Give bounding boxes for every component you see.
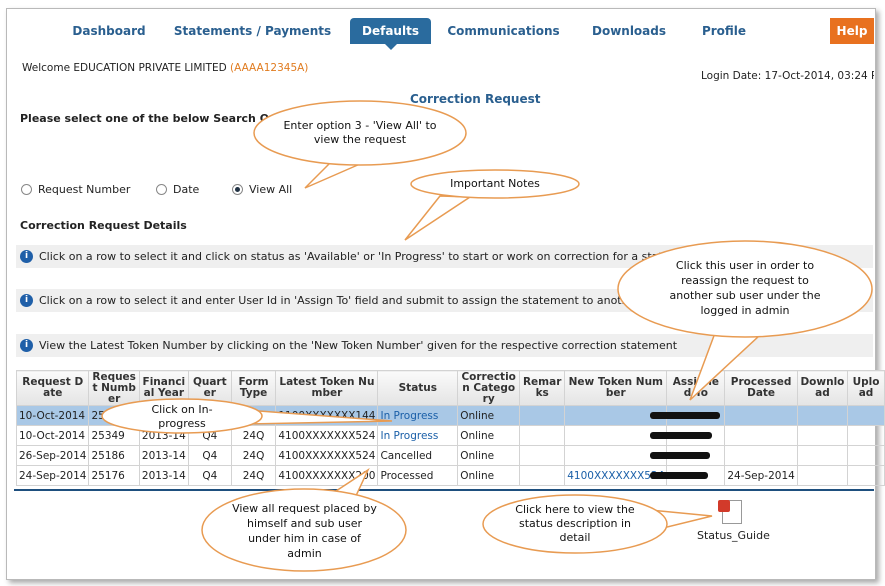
radio-checked[interactable] bbox=[232, 184, 243, 195]
callout bbox=[410, 169, 580, 199]
table-cell bbox=[519, 465, 566, 486]
table-cell: Online bbox=[457, 405, 521, 426]
table-cell: Cancelled bbox=[377, 445, 459, 466]
column-header: Request Number bbox=[88, 370, 140, 406]
page-title: Correction Request bbox=[410, 92, 541, 106]
callout bbox=[617, 240, 873, 338]
column-header: Remarks bbox=[519, 370, 566, 406]
callout-tail bbox=[304, 162, 361, 189]
welcome-text: Welcome EDUCATION PRIVATE LIMITED bbox=[22, 62, 227, 74]
column-header: Upload bbox=[847, 370, 885, 406]
table-cell[interactable]: 4100XXXXXXX524 bbox=[564, 465, 668, 486]
table-cell: Online bbox=[457, 465, 521, 486]
info-note: i Click on a row to select it and click o… bbox=[16, 245, 873, 268]
column-header: Latest Token Number bbox=[275, 370, 379, 406]
table-cell bbox=[796, 465, 849, 486]
info-icon: i bbox=[20, 339, 33, 352]
section-heading: Correction Request Details bbox=[20, 219, 187, 232]
callout-text: Enter option 3 - 'View All' to view the … bbox=[283, 119, 437, 146]
user-id: (AAAA12345A) bbox=[230, 62, 309, 74]
radio-label[interactable]: Request Number bbox=[38, 183, 131, 196]
tab[interactable]: Downloads bbox=[591, 24, 667, 38]
column-header: Processed Date bbox=[724, 370, 798, 406]
tab[interactable]: Communications bbox=[447, 24, 560, 38]
divider bbox=[14, 489, 874, 491]
table-cell bbox=[847, 405, 885, 426]
callout-text: Click this user in order to reassign the… bbox=[669, 259, 821, 317]
info-icon: i bbox=[20, 294, 33, 307]
table-cell: 25176 bbox=[88, 465, 140, 486]
table-cell: 4100XXXXXXX524 bbox=[275, 425, 379, 446]
table-cell bbox=[796, 405, 849, 426]
table-cell: 4100XXXXXXX524 bbox=[275, 445, 379, 466]
tab[interactable]: Dashboard bbox=[72, 24, 146, 38]
table-cell: Online bbox=[457, 425, 521, 446]
callout bbox=[253, 100, 467, 166]
table-row[interactable]: 26-Sep-2014 25186 2013-14 Q4 24Q 4100XXXXXXX5… bbox=[15, 445, 885, 466]
request-table: Request Date Request Number Financial Year… bbox=[15, 370, 885, 486]
callout bbox=[482, 494, 668, 554]
table-cell: 24-Sep-2014 bbox=[15, 465, 90, 486]
table-cell: 2013-14 bbox=[138, 445, 189, 466]
search-prompt: Please select one of the below Search O bbox=[20, 112, 270, 125]
column-header: Download bbox=[796, 370, 849, 406]
tab-pointer bbox=[385, 44, 397, 50]
redacted bbox=[650, 452, 710, 459]
callout-text: Click here to view the status descriptio… bbox=[515, 503, 635, 544]
table-row[interactable]: 10-Oct-2014 25349 2013-14 Q4 24Q 4100XXXXXXX5… bbox=[15, 425, 885, 446]
tab[interactable]: Statements / Payments bbox=[173, 24, 332, 38]
callout bbox=[101, 398, 263, 434]
callout-tail bbox=[689, 332, 762, 401]
table-cell bbox=[847, 465, 885, 486]
login-date: Login Date: 17-Oct-2014, 03:24 P bbox=[701, 70, 874, 82]
note-text: View the Latest Token Number by clicking… bbox=[39, 339, 678, 352]
tab-active[interactable]: Defaults bbox=[350, 18, 431, 44]
doc-badge bbox=[718, 500, 730, 512]
callout-text: Important Notes bbox=[450, 177, 540, 190]
callout-text: View all request placed by himself and s… bbox=[232, 502, 377, 560]
table-cell: Q4 bbox=[187, 465, 232, 486]
table-row[interactable]: 24-Sep-2014 25176 2013-14 Q4 24Q 4100XXXXXXX2… bbox=[15, 465, 885, 486]
callout-text: Click on In-progress bbox=[151, 403, 213, 430]
redacted bbox=[650, 412, 720, 419]
table-cell: 10-Oct-2014 bbox=[15, 425, 90, 446]
column-header: Correction Category bbox=[457, 370, 521, 406]
table-cell: 10-Oct-2014 bbox=[15, 405, 90, 426]
table-cell[interactable]: In Progress bbox=[377, 405, 459, 426]
radio[interactable] bbox=[156, 184, 167, 195]
table-cell: 24Q bbox=[230, 425, 277, 446]
table-cell bbox=[564, 405, 668, 426]
info-note: i View the Latest Token Number by clickin… bbox=[16, 334, 873, 357]
note-text: Click on a row to select it and click on… bbox=[39, 250, 699, 263]
table-cell: 24-Sep-2014 bbox=[724, 465, 798, 486]
radio[interactable] bbox=[21, 184, 32, 195]
info-icon: i bbox=[20, 250, 33, 263]
column-header: Request Date bbox=[15, 370, 90, 406]
column-header: Status bbox=[377, 370, 459, 406]
welcome: Welcome EDUCATION PRIVATE LIMITED (AAAA1… bbox=[22, 62, 308, 74]
column-header: New Token Number bbox=[564, 370, 668, 406]
table-cell: 2013-14 bbox=[138, 465, 189, 486]
redacted bbox=[650, 472, 708, 479]
status-guide-icon[interactable] bbox=[718, 498, 744, 524]
table-cell: 25349 bbox=[88, 425, 140, 446]
status-guide-label[interactable]: Status_Guide bbox=[697, 529, 770, 542]
radio-label[interactable]: View All bbox=[249, 183, 293, 196]
table-cell: 26-Sep-2014 bbox=[15, 445, 90, 466]
redacted bbox=[650, 432, 712, 439]
note-text: Click on a row to select it and enter Us… bbox=[39, 294, 668, 307]
tab[interactable]: Profile bbox=[701, 24, 747, 38]
table-cell bbox=[724, 405, 798, 426]
header-row: Request Date Request Number Financial Year… bbox=[15, 370, 885, 406]
radio-label[interactable]: Date bbox=[173, 183, 200, 196]
callout-tail bbox=[244, 409, 393, 425]
table-cell bbox=[519, 405, 566, 426]
help-button[interactable]: Help bbox=[830, 18, 874, 44]
callout bbox=[201, 488, 407, 572]
radio-dot bbox=[235, 187, 240, 192]
callout-tail bbox=[404, 195, 473, 241]
